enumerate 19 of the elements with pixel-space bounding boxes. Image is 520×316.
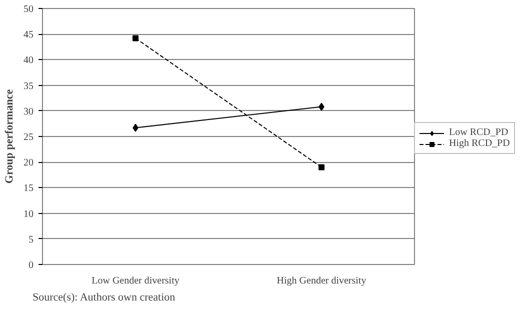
- y-tick-label: 0: [28, 260, 34, 271]
- y-tick-label: 50: [24, 4, 34, 15]
- y-tick-label: 20: [24, 158, 34, 169]
- x-tick-label: Low Gender diversity: [92, 276, 180, 286]
- y-tick-label: 25: [24, 132, 34, 143]
- y-tick-label: 10: [24, 208, 34, 220]
- y-tick-label: 30: [24, 106, 34, 118]
- point: [132, 35, 138, 42]
- source-note: Source(s): Authors own creation: [32, 292, 176, 304]
- y-axis-title: Group performance: [4, 89, 16, 184]
- legend-label: High RCD_PD: [449, 138, 510, 149]
- y-tick-label: 5: [28, 234, 34, 246]
- y-tick-label: 15: [24, 183, 34, 194]
- point: [318, 164, 324, 170]
- y-tick-label: 40: [24, 55, 34, 66]
- x-tick-label: High Gender diversity: [276, 276, 366, 286]
- y-tick-label: 45: [24, 30, 34, 41]
- y-tick-label: 35: [24, 80, 34, 92]
- legend-label: Low RCD_PD: [449, 127, 508, 138]
